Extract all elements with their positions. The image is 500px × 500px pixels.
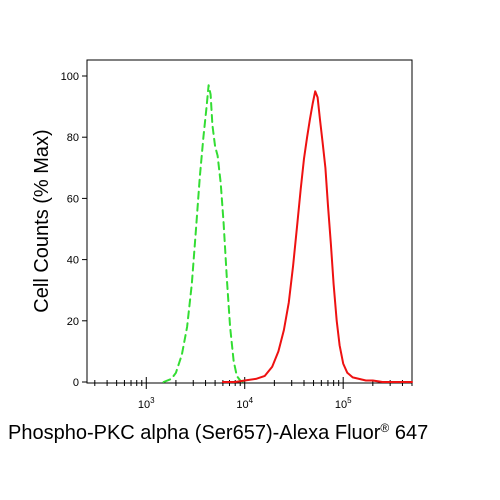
y-tick-label: 0 bbox=[73, 377, 79, 389]
x-axis-title-suffix: 647 bbox=[389, 422, 428, 444]
y-tick-label: 60 bbox=[67, 193, 79, 205]
y-tick-label: 40 bbox=[67, 255, 79, 267]
series-line-dashed bbox=[162, 84, 245, 383]
x-axis-ticks: 103 104 105 bbox=[94, 377, 413, 411]
x-tick-label: 104 bbox=[236, 396, 253, 411]
y-tick-label: 20 bbox=[67, 316, 79, 328]
y-tick-label: 100 bbox=[61, 71, 79, 83]
x-axis-title: Phospho-PKC alpha (Ser657)-Alexa Fluor® … bbox=[8, 421, 428, 444]
series-layer bbox=[162, 84, 413, 383]
series-line-solid bbox=[221, 90, 413, 383]
x-tick-label: 103 bbox=[138, 396, 155, 411]
x-axis-title-mark: ® bbox=[380, 421, 389, 435]
y-axis-ticks: 0 20 40 60 80 100 bbox=[61, 71, 87, 389]
y-axis-title: Cell Counts (% Max) bbox=[31, 129, 53, 312]
plot-frame bbox=[86, 59, 413, 384]
x-tick-label: 105 bbox=[335, 396, 352, 411]
x-axis-title-main: Phospho-PKC alpha (Ser657)-Alexa Fluor bbox=[8, 422, 381, 444]
y-tick-label: 80 bbox=[67, 132, 79, 144]
